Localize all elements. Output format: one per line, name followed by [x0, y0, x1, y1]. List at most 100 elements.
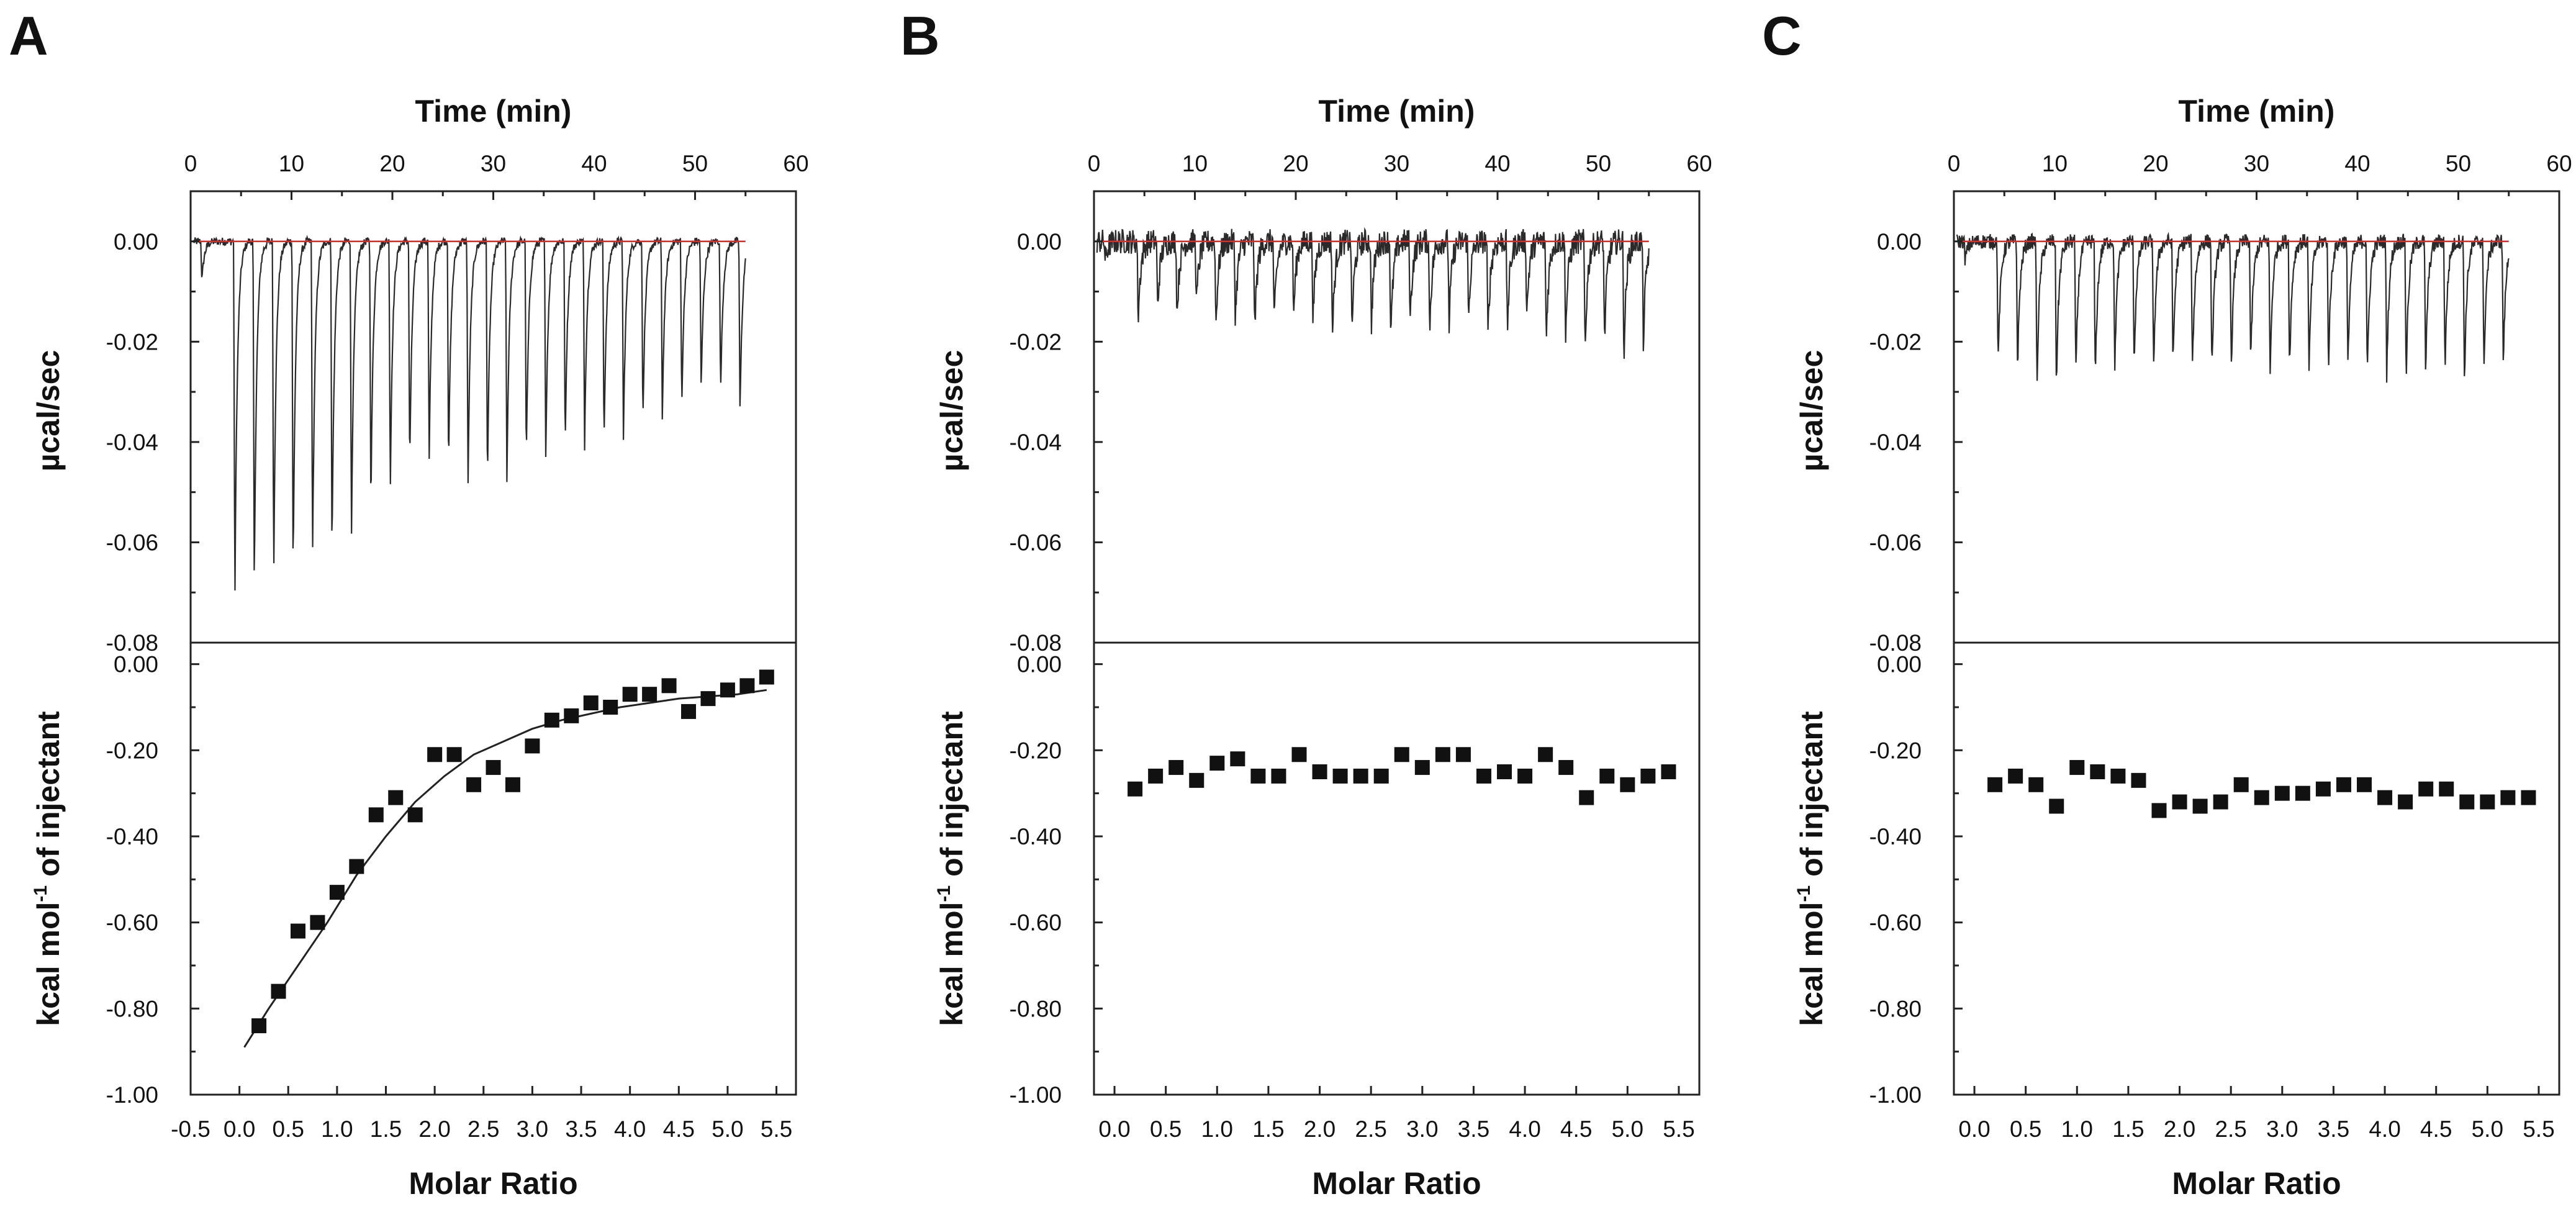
- data-point-b: [1271, 768, 1286, 784]
- time-tick-label-c: 0: [1948, 151, 1961, 176]
- panel-a: A 0 10 20 30 40 50 60 Time (min) 0.00 -0.02 -0.04 -0…: [9, 5, 809, 1201]
- molar-tick-label-c: 0.5: [2010, 1116, 2041, 1142]
- kcal-tick-label-b: -1.00: [1010, 1082, 1062, 1108]
- data-point-a: [583, 695, 599, 711]
- isotherm-plot-a: -0.5 0.0 0.5 1.0 1.5 2.0 2.5 3.0 3.5 4.0 4.5 5.0 5.5…: [30, 641, 797, 1201]
- molar-tick-label-b: 0.0: [1098, 1116, 1130, 1142]
- data-point-c: [2418, 781, 2434, 797]
- time-tick-label-b: 30: [1384, 151, 1409, 176]
- molar-tick-label-a: 0.0: [224, 1116, 255, 1142]
- kcal-label-superscript: -1: [934, 885, 954, 902]
- molar-tick-label-a: 4.0: [614, 1116, 646, 1142]
- molar-tick-label-c: 1.0: [2061, 1116, 2093, 1142]
- ucal-tick-label-a: -0.02: [106, 329, 158, 355]
- thermogram-plot-b: 0 10 20 30 40 50 60 Time (min) 0.00 -0.02 -0.04 -0.…: [934, 94, 1712, 656]
- kcal-label-part: kcal mol: [31, 902, 66, 1026]
- data-point-c: [2233, 777, 2249, 792]
- molar-tick-label-b: 2.5: [1355, 1116, 1386, 1142]
- ucal-tick-label-c: -0.04: [1869, 430, 1922, 455]
- kcal-label-part: of injectant: [1794, 711, 1829, 885]
- time-tick-label-b: 20: [1283, 151, 1308, 176]
- data-point-b: [1599, 768, 1615, 784]
- data-point-c: [2254, 790, 2269, 805]
- data-point-b: [1579, 790, 1594, 805]
- ucal-tick-label-a: -0.08: [106, 630, 158, 656]
- isotherm-frame-a: [189, 641, 797, 1096]
- thermogram-plot-a: 0 10 20 30 40 50 60 Time (min) 0.00 -0.02 -0.04 -0.…: [31, 94, 809, 656]
- time-tick-label-c: 50: [2446, 151, 2471, 176]
- molar-tick-label-c: 2.5: [2215, 1116, 2246, 1142]
- kcal-axis-title-b: kcal mol-1 of injectant: [934, 711, 969, 1026]
- data-point-c: [2295, 785, 2310, 801]
- data-point-c: [2336, 777, 2351, 792]
- kcal-tick-label-c: -0.20: [1869, 738, 1922, 763]
- data-point-c: [2315, 781, 2331, 797]
- data-point-c: [2377, 790, 2393, 805]
- data-point-a: [661, 678, 677, 694]
- data-point-b: [1250, 768, 1266, 784]
- ucal-tick-label-a: -0.04: [106, 430, 158, 455]
- fit-curve-a: [243, 689, 767, 1048]
- ucal-tick-label-a: -0.06: [106, 530, 158, 555]
- kcal-tick-label-a: 0.00: [114, 652, 158, 677]
- heat-flow-trace-c: [1956, 232, 2510, 383]
- kcal-axis-title-c: kcal mol-1 of injectant: [1794, 711, 1829, 1026]
- ucal-tick-label-c: -0.02: [1869, 329, 1922, 355]
- molar-tick-label-c: 1.5: [2112, 1116, 2144, 1142]
- data-point-b: [1476, 768, 1491, 784]
- time-tick-label-b: 50: [1586, 151, 1611, 176]
- data-point-b: [1230, 751, 1245, 767]
- data-point-b: [1497, 764, 1512, 779]
- data-point-a: [525, 738, 540, 754]
- time-tick-label-c: 60: [2546, 151, 2572, 176]
- data-point-b: [1394, 747, 1409, 762]
- data-point-a: [720, 682, 735, 698]
- ucal-tick-label-b: -0.08: [1010, 630, 1062, 656]
- time-tick-label-c: 10: [2042, 151, 2068, 176]
- molar-tick-label-a: 1.0: [321, 1116, 353, 1142]
- panel-c: C 0 10 20 30 40 50 60 Time (min) 0.00 -0.02 -0.04 -0…: [1762, 5, 2572, 1201]
- isotherm-plot-b: 0.0 0.5 1.0 1.5 2.0 2.5 3.0 3.5 4.0 4.5 5.0 5.5 Mola…: [934, 641, 1701, 1201]
- kcal-tick-label-c: -0.80: [1869, 996, 1922, 1021]
- panel-letter-c: C: [1762, 5, 1802, 66]
- time-tick-label-c: 40: [2344, 151, 2370, 176]
- data-point-b: [1209, 756, 1225, 771]
- data-point-a: [681, 703, 697, 719]
- time-tick-label-a: 40: [581, 151, 607, 176]
- kcal-tick-label-a: -1.00: [106, 1082, 158, 1108]
- molar-axis-title-b: Molar Ratio: [1312, 1166, 1481, 1201]
- panel-letter-a: A: [9, 5, 48, 66]
- time-tick-label-b: 60: [1686, 151, 1712, 176]
- kcal-tick-label-b: -0.80: [1010, 996, 1062, 1021]
- data-point-c: [2090, 764, 2105, 779]
- molar-tick-label-b: 3.0: [1406, 1116, 1438, 1142]
- molar-tick-label-b: 2.0: [1304, 1116, 1335, 1142]
- time-tick-label-a: 60: [783, 151, 808, 176]
- molar-tick-label-b: 4.0: [1509, 1116, 1540, 1142]
- kcal-tick-label-c: 0.00: [1877, 652, 1922, 677]
- molar-tick-label-b: 3.5: [1458, 1116, 1489, 1142]
- molar-tick-label-c: 5.0: [2472, 1116, 2503, 1142]
- data-point-a: [329, 885, 345, 900]
- time-tick-label-b: 0: [1088, 151, 1101, 176]
- data-point-a: [486, 760, 501, 776]
- data-point-a: [427, 747, 443, 762]
- ucal-axis-title-b: µcal/sec: [934, 350, 969, 472]
- molar-tick-label-a: 3.5: [565, 1116, 597, 1142]
- data-point-c: [2357, 777, 2372, 792]
- kcal-label-part: of injectant: [934, 711, 969, 885]
- data-point-c: [2439, 781, 2454, 797]
- data-point-b: [1291, 747, 1307, 762]
- data-point-b: [1189, 772, 1204, 788]
- ucal-tick-label-b: 0.00: [1017, 229, 1062, 255]
- data-point-a: [466, 777, 482, 792]
- molar-tick-label-a: 2.5: [468, 1116, 499, 1142]
- data-point-b: [1558, 760, 1574, 776]
- kcal-tick-label-c: -0.60: [1869, 910, 1922, 936]
- molar-tick-label-a: 3.0: [517, 1116, 548, 1142]
- data-point-a: [603, 700, 618, 715]
- kcal-tick-label-b: -0.20: [1010, 738, 1062, 763]
- isotherm-plot-c: 0.0 0.5 1.0 1.5 2.0 2.5 3.0 3.5 4.0 4.5 5.0 5.5 Mola…: [1794, 641, 2560, 1201]
- kcal-tick-label-b: -0.40: [1010, 824, 1062, 849]
